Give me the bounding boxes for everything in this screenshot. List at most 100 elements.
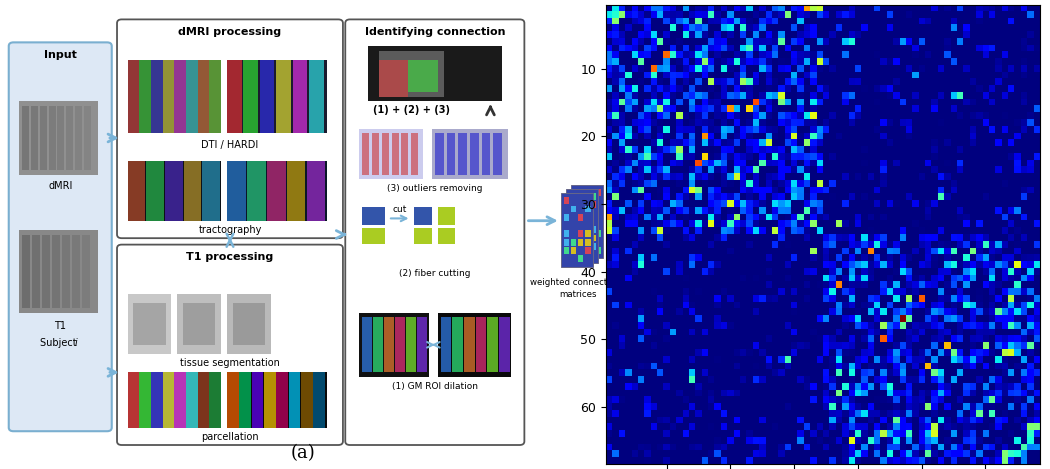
Bar [585,230,590,237]
Text: dMRI: dMRI [48,181,72,191]
Bar [227,161,246,221]
Bar [590,226,595,233]
Bar [464,317,475,372]
Bar [227,372,238,428]
Bar [146,161,164,221]
Bar [22,106,29,170]
Bar [140,60,151,133]
Bar [82,234,90,308]
Bar [570,239,576,246]
Bar [406,317,416,372]
Bar [361,207,385,225]
Bar [570,247,576,254]
Bar [569,251,574,258]
FancyBboxPatch shape [117,19,343,238]
Bar [227,60,327,133]
Bar [585,239,590,246]
Bar [494,133,502,175]
Bar [574,189,580,196]
Text: Identifying connection: Identifying connection [364,27,505,37]
Text: (1) GM ROI dilation: (1) GM ROI dilation [392,382,478,391]
Bar [379,60,408,97]
Bar [574,205,580,212]
Bar [227,60,242,133]
Bar [564,230,569,237]
Bar [177,294,222,354]
Bar [438,207,456,225]
Bar [72,234,80,308]
Text: (a): (a) [291,444,315,462]
Bar [392,133,399,175]
Bar [127,161,145,221]
Bar [446,133,456,175]
Bar [140,372,151,428]
Text: tractography: tractography [198,225,261,235]
Bar [361,227,385,244]
Bar [435,133,443,175]
Bar [163,372,174,428]
Bar [32,106,38,170]
Bar [578,239,584,246]
Bar [227,161,327,221]
Bar [244,60,258,133]
Bar [227,372,327,428]
Bar [574,230,580,237]
Bar [210,60,222,133]
Bar [186,60,197,133]
Bar [487,317,498,372]
Bar [186,372,197,428]
Bar [590,234,595,242]
Bar [581,222,587,229]
Bar [569,201,574,208]
Text: i: i [75,338,78,348]
Bar [458,133,467,175]
Bar [313,372,324,428]
Bar [151,372,163,428]
Bar [293,60,308,133]
Bar [75,106,82,170]
Bar [588,230,594,237]
Bar [588,205,594,212]
Bar [595,247,601,254]
Bar [588,239,594,246]
Bar [590,193,595,200]
Bar [585,205,590,212]
Bar [438,313,511,377]
Bar [470,133,479,175]
Bar [361,317,372,372]
Bar [384,317,394,372]
Bar [133,303,166,345]
FancyBboxPatch shape [345,19,524,445]
Bar [581,239,587,246]
Bar [588,189,594,196]
Bar [578,230,584,237]
Bar [564,197,569,204]
Bar [127,161,222,221]
Bar [590,243,595,250]
Text: T1: T1 [55,321,66,332]
Bar [197,372,210,428]
Bar [52,234,60,308]
Bar [276,60,291,133]
Bar [19,230,99,313]
Bar [127,60,222,133]
Bar [575,251,582,258]
Bar [417,317,427,372]
Bar [174,60,186,133]
Bar [571,185,604,258]
Bar [127,60,140,133]
Bar [184,161,202,221]
Bar [566,189,598,263]
Bar [564,214,569,221]
Bar [453,317,463,372]
Bar [276,372,288,428]
Bar [309,60,323,133]
Bar [287,161,306,221]
Bar [569,210,574,217]
Bar [233,303,265,345]
Bar [578,255,584,262]
Bar [359,313,429,377]
Bar [210,372,222,428]
Bar [564,239,569,246]
Bar [259,60,274,133]
